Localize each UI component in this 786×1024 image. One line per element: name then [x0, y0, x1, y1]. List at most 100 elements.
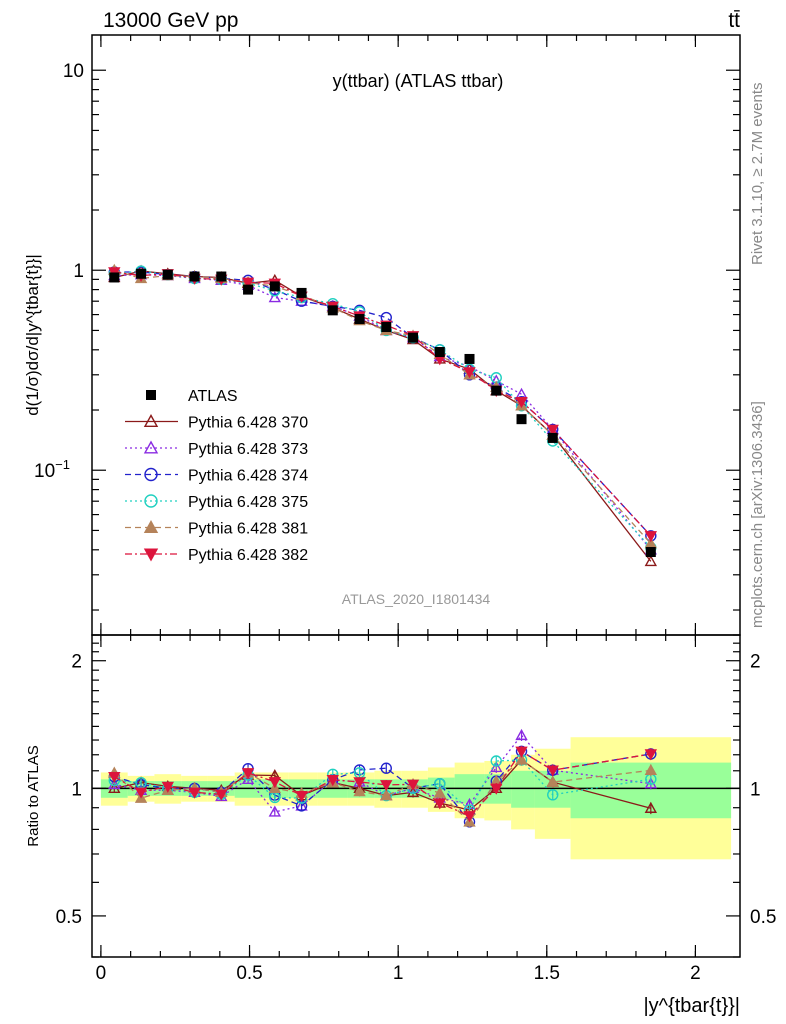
- analysis-label: ATLAS_2020_I1801434: [342, 591, 491, 607]
- ratio-panel-frame: [91, 634, 741, 958]
- ratio-point-pythia-6-428-382: [268, 777, 281, 789]
- data-point-atlas: [296, 287, 307, 298]
- legend-marker-atlas: [146, 390, 156, 400]
- ratio-line-pythia-6-428-381: [113, 759, 651, 823]
- data-point-atlas: [189, 271, 200, 282]
- data-point-atlas: [269, 281, 280, 292]
- x-tick-label: 1: [393, 963, 404, 984]
- ratio-point-pythia-6-428-381: [644, 763, 658, 776]
- ratio-panel-series: [108, 728, 658, 828]
- y-tick-label-exponent: −1: [55, 457, 70, 472]
- y-axis-label-main: d(1/σ)dσ/d|y^{tbar{t}}|: [23, 254, 42, 416]
- legend-label-pythia-6-428-382: Pythia 6.428 382: [188, 547, 308, 564]
- ratio-point-pythia-6-428-374: [380, 762, 392, 774]
- y-tick-label-ratio: 2: [71, 652, 82, 673]
- y-tick-label-ratio-right: 1: [750, 779, 761, 800]
- legend-marker-pythia-6-428-381: [143, 520, 159, 533]
- ratio-point-pythia-6-428-382: [295, 790, 308, 803]
- ratio-point-pythia-6-428-375: [547, 789, 559, 801]
- data-point-atlas: [434, 347, 445, 358]
- x-axis-label: |y^{tbar{t}}|: [643, 995, 740, 1017]
- ratio-point-pythia-6-428-382: [644, 749, 658, 761]
- data-point-atlas: [491, 385, 502, 396]
- data-point-pythia-6-428-382: [546, 424, 559, 436]
- data-point-pythia-6-428-382: [241, 277, 255, 289]
- axes: 0 0.5 1 1.5 2 10−1 1 10 0.5 0.5 1 1 2 2: [34, 35, 776, 984]
- ratio-point-pythia-6-428-382: [161, 781, 174, 793]
- ratio-point-pythia-6-428-381: [546, 775, 559, 787]
- legend: ATLAS Pythia 6.428 370 Pythia 6.428 373 Pyt…: [125, 388, 308, 564]
- ratio-point-pythia-6-428-381: [515, 753, 528, 765]
- data-point-pythia-6-428-382: [463, 367, 476, 379]
- data-point-atlas: [381, 322, 392, 333]
- ratio-point-pythia-6-428-381: [353, 785, 366, 797]
- y-axis-label-ratio: Ratio to ATLAS: [25, 745, 42, 846]
- legend-label-pythia-6-428-370: Pythia 6.428 370: [188, 415, 308, 432]
- data-point-atlas: [162, 269, 173, 280]
- ratio-band-inner: [511, 770, 535, 808]
- ratio-point-pythia-6-428-375: [490, 755, 502, 767]
- ratio-point-pythia-6-428-382: [353, 777, 366, 789]
- ratio-point-pythia-6-428-373: [515, 728, 528, 741]
- data-point-atlas: [464, 353, 475, 364]
- legend-marker-pythia-6-428-370: [143, 414, 159, 427]
- y-tick-label-main: 10: [63, 61, 84, 82]
- legend-marker-pythia-6-428-382: [143, 548, 159, 562]
- legend-label-pythia-6-428-373: Pythia 6.428 373: [188, 441, 308, 458]
- process-label: tt̄: [728, 9, 740, 32]
- ratio-point-pythia-6-428-382: [215, 789, 228, 801]
- y-tick-label-ratio-right: 0.5: [750, 907, 776, 928]
- ratio-line-pythia-6-428-374: [114, 750, 651, 824]
- ratio-point-pythia-6-428-382: [134, 787, 148, 799]
- ratio-point-pythia-6-428-382: [515, 746, 528, 758]
- ratio-point-pythia-6-428-382: [108, 771, 121, 784]
- data-point-atlas: [136, 268, 147, 279]
- x-tick-label: 2: [690, 963, 701, 984]
- energy-label: 13000 GeV pp: [103, 9, 238, 32]
- legend-label-pythia-6-428-381: Pythia 6.428 381: [188, 521, 308, 538]
- data-point-atlas: [243, 284, 254, 295]
- ratio-point-pythia-6-428-382: [241, 768, 255, 780]
- rivet-label: Rivet 3.1.10, ≥ 2.7M events: [749, 83, 766, 266]
- data-point-atlas: [327, 305, 338, 316]
- ratio-point-pythia-6-428-370: [644, 801, 658, 813]
- ratio-point-pythia-6-428-382: [406, 779, 420, 791]
- ratio-point-pythia-6-428-382: [188, 787, 201, 799]
- main-panel-series: [108, 263, 658, 567]
- data-point-atlas: [216, 271, 227, 282]
- ratio-point-pythia-6-428-382: [546, 765, 559, 777]
- y-tick-label-ratio: 1: [71, 779, 82, 800]
- legend-marker-pythia-6-428-373: [143, 440, 159, 454]
- data-point-pythia-6-428-373: [295, 294, 308, 306]
- y-tick-label-main: 1: [73, 261, 84, 282]
- ratio-point-pythia-6-428-382: [326, 775, 339, 787]
- data-point-pythia-6-428-373: [268, 291, 281, 303]
- data-point-atlas: [645, 547, 656, 558]
- ratio-point-pythia-6-428-382: [433, 798, 446, 810]
- data-point-pythia-6-428-382: [515, 397, 528, 409]
- legend-marker-pythia-6-428-374: [144, 467, 158, 482]
- y-tick-label-ratio: 0.5: [56, 907, 82, 928]
- data-point-atlas: [547, 432, 558, 443]
- data-point-atlas: [109, 272, 120, 283]
- data-point-pythia-6-428-370: [644, 554, 658, 567]
- legend-label-pythia-6-428-374: Pythia 6.428 374: [188, 468, 308, 485]
- ratio-point-pythia-6-428-382: [380, 780, 393, 792]
- ratio-point-pythia-6-428-381: [433, 786, 446, 798]
- data-point-atlas: [516, 414, 527, 425]
- x-tick-label: 0: [96, 963, 107, 984]
- ratio-point-pythia-6-428-382: [463, 811, 476, 823]
- ratio-point-pythia-6-428-382: [490, 783, 503, 795]
- ratio-point-pythia-6-428-373: [490, 761, 503, 773]
- data-point-pythia-6-428-382: [644, 531, 658, 543]
- x-tick-label: 1.5: [534, 963, 560, 984]
- ratio-point-pythia-6-428-381: [380, 789, 393, 801]
- chart-title: y(ttbar) (ATLAS ttbar): [333, 71, 504, 91]
- data-point-atlas: [354, 314, 365, 325]
- data-point-atlas: [408, 332, 419, 343]
- ratio-line-pythia-6-428-382: [113, 750, 651, 817]
- legend-marker-pythia-6-428-375: [144, 494, 158, 508]
- x-tick-label: 0.5: [236, 963, 262, 984]
- legend-label-pythia-6-428-375: Pythia 6.428 375: [188, 494, 308, 511]
